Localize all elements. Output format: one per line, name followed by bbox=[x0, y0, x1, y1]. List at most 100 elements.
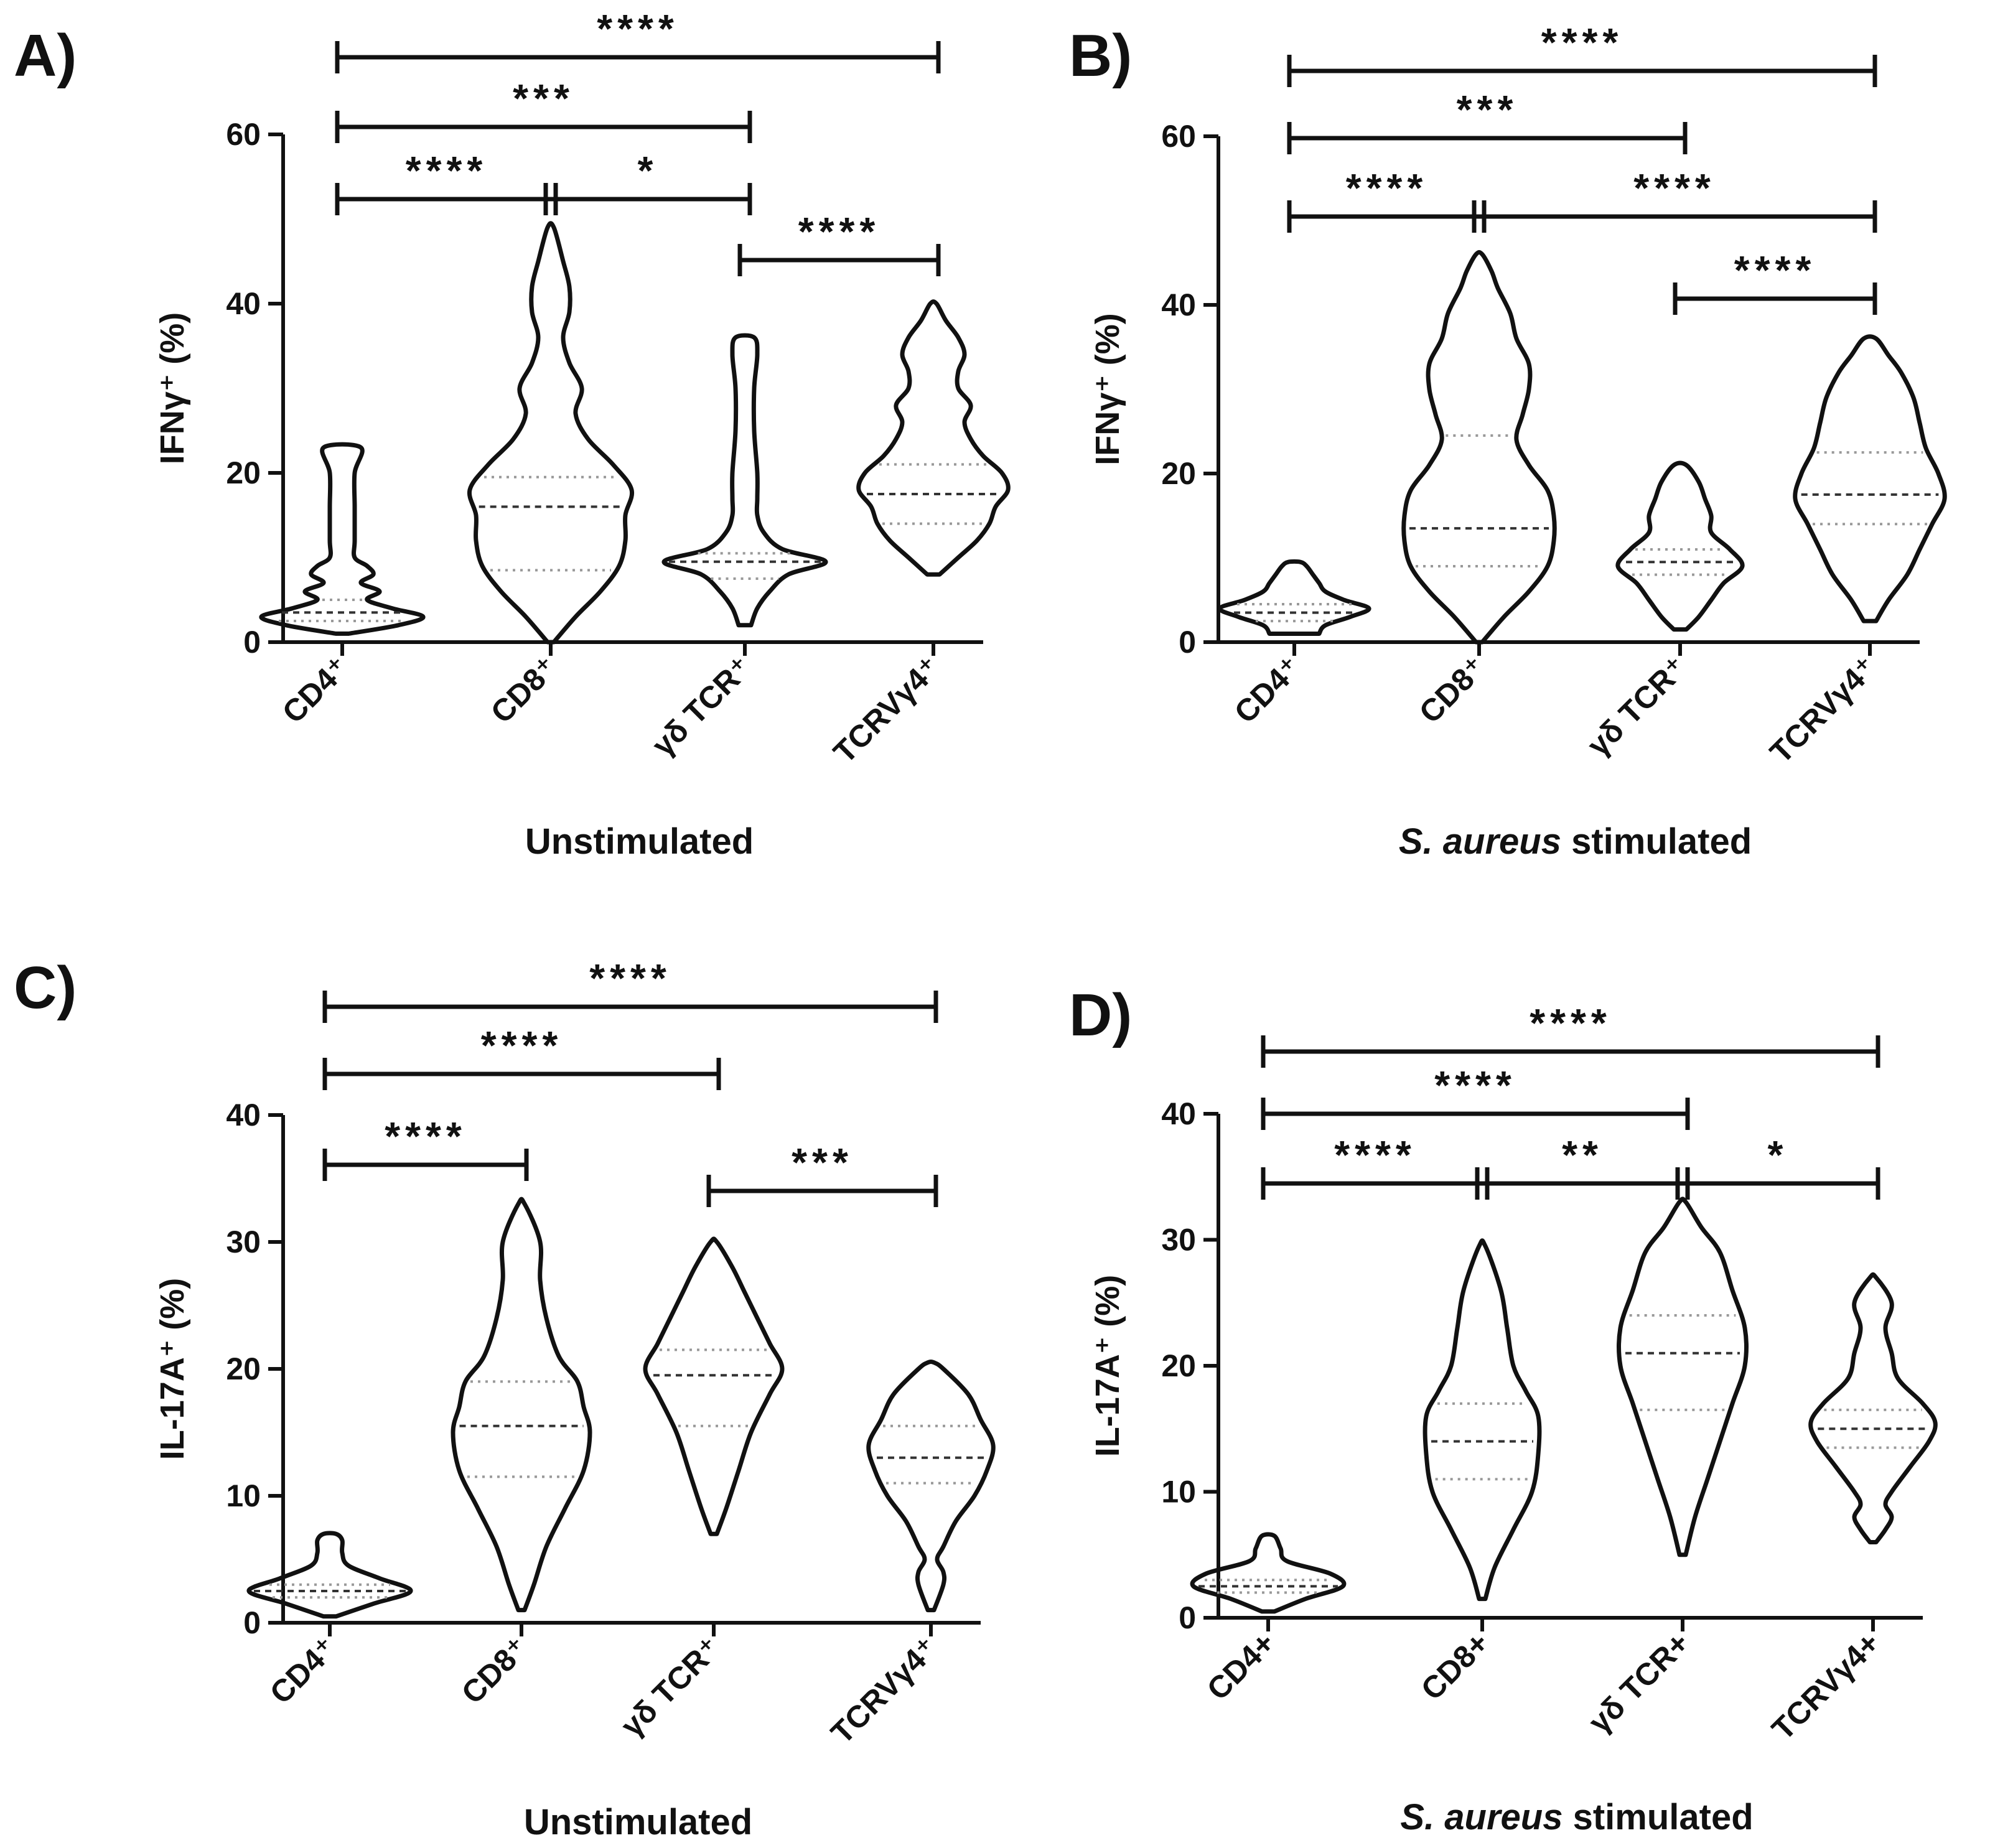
significance-bracket: **** bbox=[1673, 248, 1877, 315]
violin-2 bbox=[643, 1236, 785, 1536]
x-tick-label: CD4⁺ bbox=[276, 650, 356, 730]
significance-label: **** bbox=[1541, 20, 1623, 65]
y-axis-title: IL-17A⁺ (%) bbox=[1089, 1275, 1126, 1457]
x-tick-label: CD4⁺ bbox=[1228, 650, 1308, 730]
significance-label: **** bbox=[798, 209, 881, 254]
violin-2 bbox=[1617, 1197, 1749, 1557]
significance-label: *** bbox=[1457, 87, 1518, 132]
x-tick-label: CD8⁺ bbox=[455, 1630, 535, 1710]
violin-0 bbox=[1217, 559, 1371, 636]
x-tick-label: γδ TCR+ bbox=[1582, 1625, 1696, 1740]
y-axis-title: IFNγ⁺ (%) bbox=[1089, 313, 1126, 465]
significance-bracket: **** bbox=[322, 1114, 529, 1181]
significance-bracket: **** bbox=[1472, 166, 1877, 233]
significance-bracket: **** bbox=[1287, 20, 1877, 87]
significance-bracket: **** bbox=[1261, 1132, 1490, 1200]
y-tick-label: 40 bbox=[226, 1098, 261, 1132]
x-axis-title-italic: S. aureus bbox=[1400, 1797, 1563, 1837]
significance-label: **** bbox=[597, 6, 679, 51]
significance-bracket: **** bbox=[1261, 1001, 1880, 1068]
y-tick-label: 10 bbox=[1161, 1475, 1196, 1510]
significance-label: *** bbox=[513, 76, 574, 121]
x-tick-label: TCRVγ4⁺ bbox=[827, 650, 947, 770]
panel-letter: C) bbox=[14, 954, 77, 1021]
violin-0 bbox=[259, 442, 426, 636]
significance-label: **** bbox=[589, 956, 671, 1001]
violin-outline bbox=[1808, 1272, 1938, 1544]
violin-outline bbox=[1422, 1238, 1542, 1602]
violin-outline bbox=[856, 299, 1011, 577]
violin-outline bbox=[259, 442, 426, 636]
violin-outline bbox=[451, 1197, 592, 1613]
significance-bracket: *** bbox=[335, 76, 752, 143]
panel-b: B) 0 20 40 60 CD4⁺ CD8⁺ γδ TCR⁺ TCRVγ4⁺ IFNγ⁺ (%)… bbox=[1069, 20, 1947, 862]
violin-outline bbox=[1617, 1197, 1749, 1557]
y-axis-title: IL-17A⁺ (%) bbox=[154, 1278, 191, 1460]
x-tick-label: γδ TCR⁺ bbox=[645, 650, 759, 763]
x-axis-title: Unstimulated bbox=[525, 821, 754, 862]
y-tick-label: 0 bbox=[243, 1605, 261, 1640]
violin-2 bbox=[1615, 460, 1745, 632]
significance-bracket: **** bbox=[1287, 166, 1487, 233]
significance-label: **** bbox=[406, 148, 488, 193]
panel-letter: B) bbox=[1069, 22, 1132, 89]
y-tick-label: 0 bbox=[243, 625, 261, 660]
significance-bracket: **** bbox=[1261, 1063, 1690, 1130]
panel-letter: A) bbox=[14, 22, 77, 89]
violin-1 bbox=[1401, 250, 1557, 645]
significance-label: **** bbox=[1633, 166, 1716, 210]
violin-outline bbox=[1401, 250, 1557, 645]
y-tick-label: 40 bbox=[1161, 287, 1196, 322]
x-axis-title: Unstimulated bbox=[524, 1802, 752, 1842]
violin-3 bbox=[866, 1360, 996, 1613]
x-tick-label: CD8⁺ bbox=[1413, 650, 1493, 730]
violin-0 bbox=[246, 1531, 413, 1619]
significance-label: **** bbox=[1434, 1063, 1516, 1108]
violin-outline bbox=[1793, 334, 1947, 623]
x-tick-label: CD8⁺ bbox=[484, 650, 564, 730]
significance-label: ** bbox=[1562, 1132, 1603, 1177]
significance-bracket: **** bbox=[335, 6, 941, 73]
y-tick-label: 0 bbox=[1179, 1600, 1196, 1635]
x-tick-label: CD4⁺ bbox=[263, 1630, 343, 1710]
significance-label: *** bbox=[792, 1140, 853, 1185]
panel-c: C) 0 10 20 30 40 CD4⁺ CD8⁺ γδ TCR⁺ TCRVγ4⁺ IL-17A⁺… bbox=[14, 954, 996, 1842]
x-axis-title-italic: S. aureus bbox=[1399, 821, 1561, 862]
violin-outline bbox=[1190, 1532, 1347, 1614]
y-tick-label: 40 bbox=[226, 286, 261, 321]
x-tick-label: CD4+ bbox=[1200, 1625, 1282, 1707]
violin-3 bbox=[1808, 1272, 1938, 1544]
significance-bracket: * bbox=[543, 148, 752, 215]
violin-outline bbox=[467, 221, 635, 645]
y-tick-label: 60 bbox=[1161, 119, 1196, 154]
significance-label: **** bbox=[481, 1023, 563, 1068]
y-tick-label: 30 bbox=[226, 1225, 261, 1259]
panel-d: D) 0 10 20 30 40 CD4+ CD8+ γδ TCR+ TCRVγ4+ IL-17A⁺… bbox=[1069, 982, 1938, 1837]
significance-bracket: *** bbox=[1287, 87, 1688, 154]
x-axis-title-rest: stimulated bbox=[1563, 1797, 1753, 1837]
significance-bracket: *** bbox=[706, 1140, 938, 1207]
significance-label: **** bbox=[1346, 166, 1428, 210]
y-tick-label: 10 bbox=[226, 1478, 261, 1513]
significance-bracket: **** bbox=[335, 148, 558, 215]
significance-bracket: **** bbox=[737, 209, 941, 276]
significance-label: **** bbox=[1734, 248, 1816, 292]
significance-label: * bbox=[1768, 1132, 1788, 1177]
x-axis-title: S. aureus stimulated bbox=[1400, 1797, 1753, 1837]
violin-3 bbox=[1793, 334, 1947, 623]
y-tick-label: 40 bbox=[1161, 1096, 1196, 1131]
violin-1 bbox=[1422, 1238, 1542, 1602]
y-axis-title: IFNγ⁺ (%) bbox=[154, 312, 191, 465]
significance-label: **** bbox=[1334, 1132, 1416, 1177]
significance-bracket: ** bbox=[1475, 1132, 1690, 1200]
x-tick-label: TCRVγ4+ bbox=[1765, 1625, 1887, 1747]
y-tick-label: 20 bbox=[1161, 456, 1196, 491]
violin-1 bbox=[451, 1197, 592, 1613]
x-tick-label: TCRVγ4⁺ bbox=[824, 1630, 945, 1750]
violin-2 bbox=[661, 333, 828, 628]
y-tick-label: 20 bbox=[226, 455, 261, 490]
panel-letter: D) bbox=[1069, 982, 1132, 1048]
violin-1 bbox=[467, 221, 635, 645]
x-axis-title: S. aureus stimulated bbox=[1399, 821, 1752, 862]
